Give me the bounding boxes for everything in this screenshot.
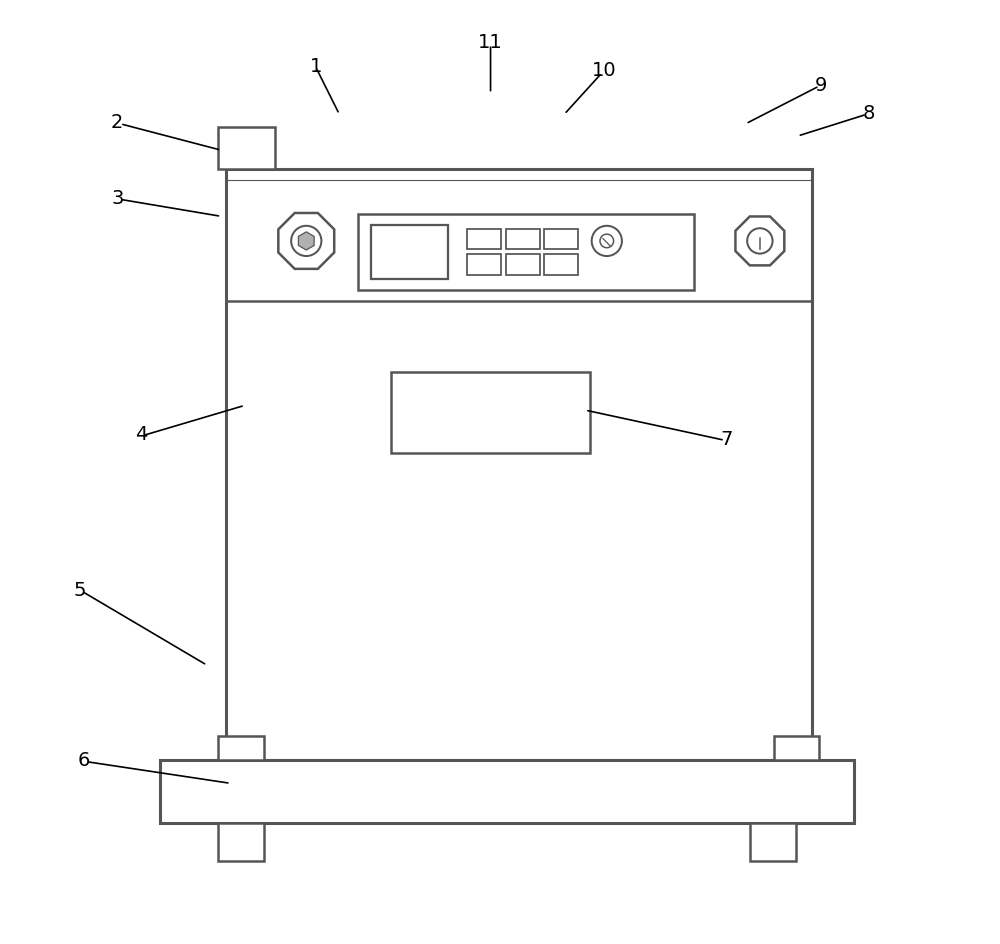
Bar [774,736,819,760]
Bar [391,373,590,453]
Bar [218,736,264,760]
Circle shape [592,227,622,257]
Bar [750,823,796,861]
Text: 5: 5 [73,581,86,599]
Bar [218,127,275,170]
Polygon shape [298,232,314,251]
Circle shape [747,229,773,254]
Polygon shape [278,213,334,270]
Text: 1: 1 [310,57,322,76]
Bar [226,170,812,760]
Bar [218,823,264,861]
Bar [467,255,501,276]
Bar [226,170,812,181]
Bar [506,229,540,250]
Polygon shape [735,217,784,266]
Bar [506,255,540,276]
Circle shape [600,235,614,248]
Bar [467,229,501,250]
Text: 9: 9 [815,76,827,94]
Text: 11: 11 [478,33,503,52]
Text: 4: 4 [135,425,147,444]
Text: 8: 8 [862,104,875,123]
Bar [358,215,694,291]
Bar [160,760,854,823]
Text: 6: 6 [78,750,90,769]
Bar [544,255,578,276]
Bar [371,226,448,279]
Text: 10: 10 [592,61,616,80]
Bar [544,229,578,250]
Circle shape [291,227,321,257]
Text: 3: 3 [111,189,123,208]
Text: 7: 7 [721,430,733,448]
Text: 2: 2 [111,113,123,132]
